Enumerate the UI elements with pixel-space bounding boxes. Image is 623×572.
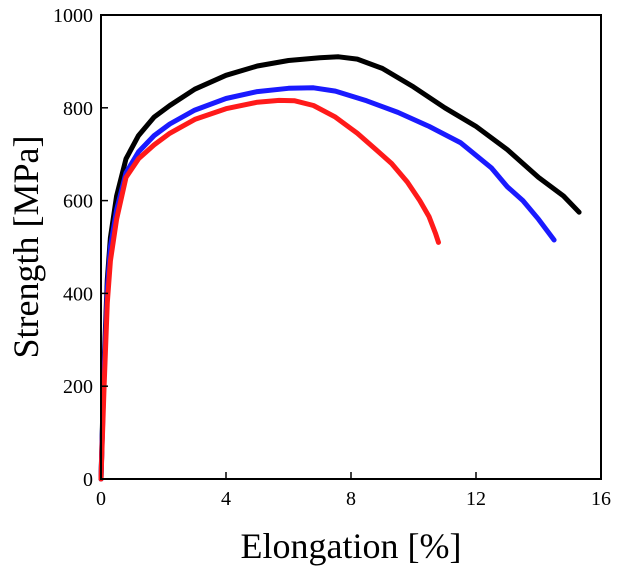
- series-line-1: [98, 85, 557, 482]
- series-line-2: [98, 97, 441, 482]
- y-tick-label: 800: [63, 98, 93, 120]
- x-tick-label: 12: [466, 488, 486, 510]
- x-tick-label: 16: [591, 488, 611, 510]
- y-tick-label: 0: [83, 469, 93, 491]
- axis-ticks: 0 4 8 12 16 0 200 400 600 800 1000: [53, 5, 611, 510]
- y-tick-label: 400: [63, 283, 93, 305]
- y-tick-label: 200: [63, 376, 93, 398]
- x-axis-title: Elongation [%]: [241, 526, 462, 566]
- y-tick-label: 1000: [53, 5, 93, 27]
- plot-frame: [100, 14, 602, 480]
- data-curves: [98, 54, 582, 482]
- y-axis-title: Strength [MPa]: [6, 136, 46, 359]
- y-tick-label: 600: [63, 191, 93, 213]
- x-tick-label: 8: [346, 488, 356, 510]
- x-tick-label: 4: [221, 488, 231, 510]
- x-tick-label: 0: [96, 488, 106, 510]
- series-line-0: [98, 54, 582, 482]
